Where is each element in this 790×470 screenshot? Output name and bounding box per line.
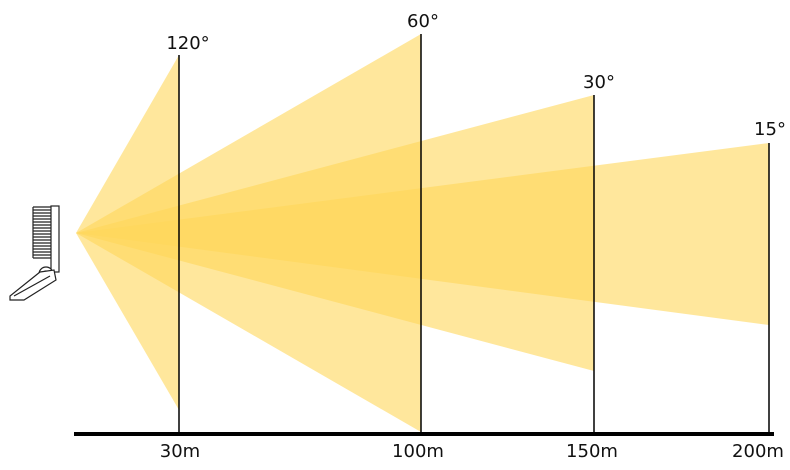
distance-markers [178,34,770,434]
floodlight-fixture-icon [9,205,60,301]
angle-label-60: 60° [407,11,439,32]
distance-label-30m: 30m [160,441,200,462]
beams [76,34,769,432]
distance-label-150m: 150m [566,441,618,462]
ground-line [74,432,774,436]
beam-60 [76,34,421,432]
angle-label-120: 120° [166,33,209,54]
beam-120 [76,55,179,410]
distance-label-200m: 200m [732,441,784,462]
heat-sink-fins [32,206,51,259]
angle-label-30: 30° [583,72,615,93]
angle-label-15: 15° [754,119,786,140]
distance-label-100m: 100m [392,441,444,462]
